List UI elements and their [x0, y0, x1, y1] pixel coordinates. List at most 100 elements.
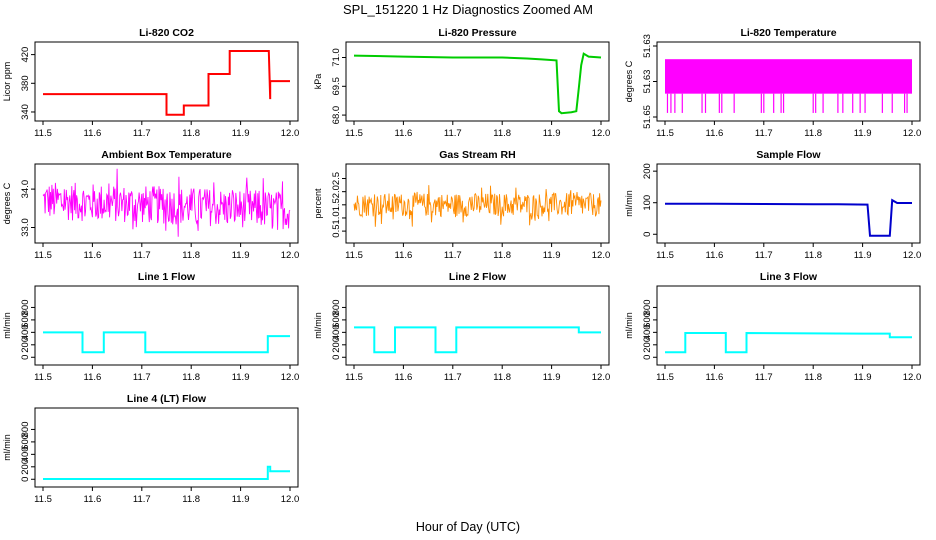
- x-tick-label: 11.8: [493, 128, 511, 139]
- y-tick-label: 0.5: [331, 225, 342, 238]
- y-axis-label: percent: [313, 188, 323, 219]
- figure-title: SPL_151220 1 Hz Diagnostics Zoomed AM: [343, 2, 593, 17]
- y-tick-label: 400: [331, 324, 342, 340]
- y-tick-label: 380: [20, 75, 31, 91]
- series-band: [665, 59, 912, 94]
- x-tick-label: 11.5: [656, 372, 674, 383]
- plot-frame: [34, 285, 299, 366]
- panel-line-4-lt-flow: Line 4 (LT) Flow 11.5 11.6 11.7 11.8 11.9 12.0…: [2, 393, 299, 505]
- y-tick-label: 340: [20, 104, 31, 120]
- x-tick-label: 11.7: [444, 128, 462, 139]
- y-tick-label: 51.65: [642, 105, 653, 129]
- x-tick-label: 11.8: [182, 494, 200, 505]
- x-tick-label: 11.9: [232, 372, 250, 383]
- panel-title: Li-820 CO2: [139, 27, 194, 39]
- x-tick-label: 11.7: [755, 250, 773, 261]
- x-tick-label: 11.6: [395, 372, 413, 383]
- y-tick-label: 420: [20, 47, 31, 63]
- x-tick-label: 12.0: [903, 128, 922, 139]
- y-axis-label: ml/min: [624, 312, 634, 339]
- x-tick-label: 11.9: [543, 372, 561, 383]
- plot-frame: [345, 285, 610, 366]
- y-tick-label: 100: [642, 195, 653, 211]
- y-tick-label: 33.0: [20, 218, 31, 237]
- panel-li820-temperature: Li-820 Temperature 11.5 11.6 11.7 11.8 11.9 12…: [624, 27, 921, 139]
- x-tick-label: 12.0: [281, 250, 300, 261]
- y-axis-label: degrees C: [624, 60, 634, 102]
- x-tick-label: 12.0: [592, 372, 611, 383]
- y-tick-label: 400: [20, 324, 31, 340]
- y-tick-label: 51.63: [642, 70, 653, 94]
- panel-title: Line 1 Flow: [138, 271, 196, 283]
- plot-frame: [345, 41, 610, 122]
- x-tick-label: 11.6: [706, 372, 724, 383]
- panel-title: Line 2 Flow: [449, 271, 507, 283]
- panel-title: Li-820 Pressure: [438, 27, 516, 39]
- x-tick-label: 12.0: [903, 372, 922, 383]
- x-tick-label: 11.7: [133, 250, 151, 261]
- x-tick-label: 11.5: [345, 128, 363, 139]
- panel-title: Ambient Box Temperature: [101, 149, 232, 161]
- panel-title: Gas Stream RH: [439, 149, 515, 161]
- plot-frame: [34, 41, 299, 122]
- series-line: [353, 185, 602, 227]
- x-tick-label: 11.7: [755, 372, 773, 383]
- y-axis-label: ml/min: [313, 312, 323, 339]
- y-tick-label: 69.5: [331, 77, 342, 96]
- y-tick-label: 200: [642, 163, 653, 179]
- x-tick-label: 11.6: [395, 128, 413, 139]
- x-tick-label: 11.5: [345, 250, 363, 261]
- y-axis-label: ml/min: [624, 190, 634, 217]
- x-tick-label: 11.6: [84, 372, 102, 383]
- panel-gas-stream-rh: Gas Stream RH 11.5 11.6 11.7 11.8 11.9 12.0 0.5…: [313, 149, 610, 261]
- x-tick-label: 12.0: [903, 250, 922, 261]
- x-tick-label: 11.5: [656, 250, 674, 261]
- panel-title: Li-820 Temperature: [740, 27, 836, 39]
- x-tick-label: 11.7: [444, 250, 462, 261]
- series-line: [43, 465, 290, 480]
- y-tick-label: 0: [20, 477, 31, 482]
- x-tick-label: 11.5: [34, 494, 52, 505]
- x-tick-label: 11.5: [34, 250, 52, 261]
- plot-frame: [34, 163, 299, 244]
- y-tick-label: 600: [642, 312, 653, 328]
- series-line: [665, 198, 912, 237]
- x-tick-label: 11.8: [182, 250, 200, 261]
- panel-li820-pressure: Li-820 Pressure 11.5 11.6 11.7 11.8 11.9 12.0 6…: [313, 27, 610, 139]
- y-tick-label: 0: [331, 355, 342, 360]
- series-line: [353, 52, 602, 115]
- y-tick-label: 34.0: [20, 180, 31, 199]
- plot-frame: [34, 407, 299, 488]
- x-tick-label: 11.5: [656, 128, 674, 139]
- series-line: [42, 168, 291, 237]
- y-tick-label: 600: [20, 312, 31, 328]
- y-tick-label: 68.0: [331, 106, 342, 125]
- y-tick-label: 71.0: [331, 48, 342, 67]
- x-tick-label: 11.8: [804, 372, 822, 383]
- panel-ambient-box-temperature: Ambient Box Temperature 11.5 11.6 11.7 11.8 1…: [2, 149, 299, 261]
- x-tick-label: 11.8: [804, 128, 822, 139]
- x-tick-label: 11.9: [232, 250, 250, 261]
- x-tick-label: 11.8: [493, 372, 511, 383]
- y-tick-label: 800: [642, 300, 653, 316]
- x-tick-label: 11.7: [133, 372, 151, 383]
- series-line: [43, 50, 290, 116]
- x-tick-label: 11.6: [706, 250, 724, 261]
- panels: Li-820 CO2 11.5 11.6 11.7 11.8 11.9 12.0 340 380…: [2, 27, 921, 505]
- x-tick-label: 11.8: [182, 128, 200, 139]
- y-axis-label: ml/min: [2, 434, 12, 461]
- x-tick-label: 11.9: [232, 494, 250, 505]
- y-tick-label: 200: [642, 337, 653, 353]
- y-tick-label: 800: [331, 300, 342, 316]
- x-tick-label: 11.6: [706, 128, 724, 139]
- plot-frame: [345, 163, 610, 244]
- x-tick-label: 11.6: [84, 494, 102, 505]
- x-tick-label: 11.5: [34, 128, 52, 139]
- x-tick-label: 11.5: [34, 372, 52, 383]
- y-tick-label: 1.0: [331, 211, 342, 224]
- x-tick-label: 11.9: [854, 250, 872, 261]
- y-tick-label: 400: [642, 324, 653, 340]
- series-line: [43, 331, 290, 354]
- series-line: [354, 326, 601, 354]
